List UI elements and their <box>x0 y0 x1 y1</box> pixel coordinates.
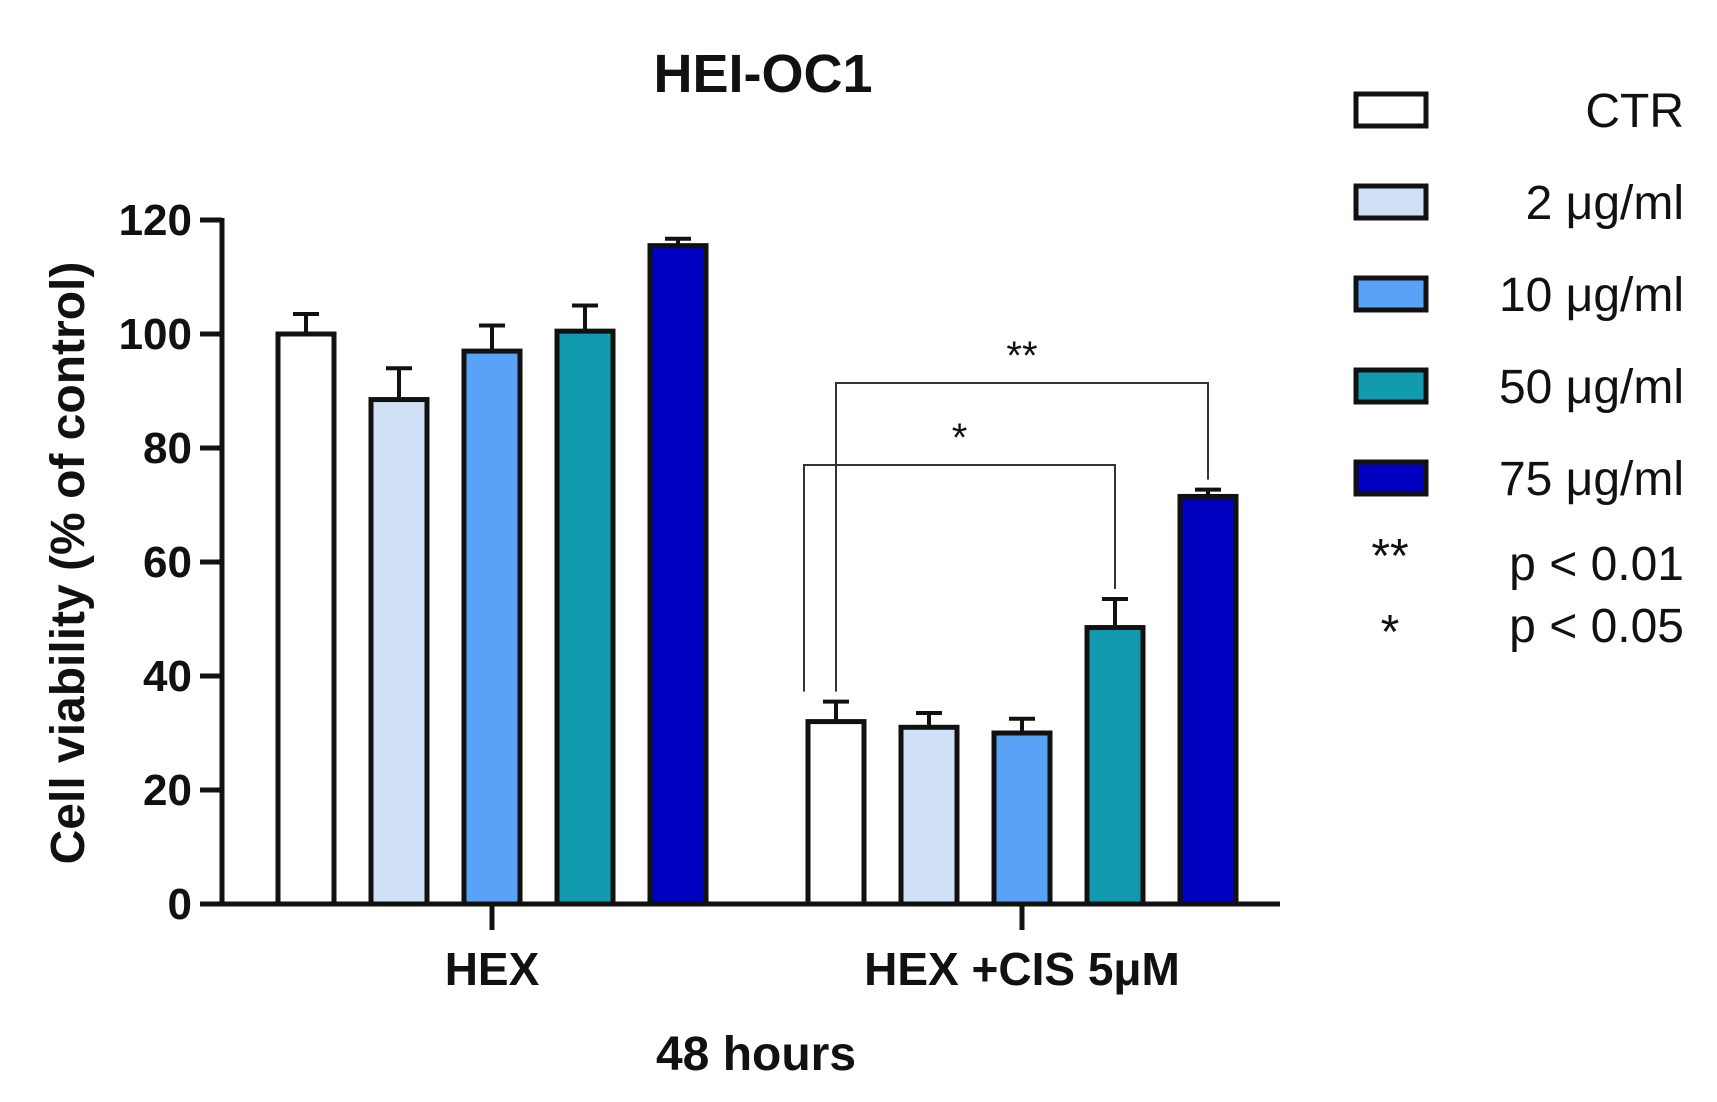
bar <box>647 243 709 907</box>
y-tick-label: 60 <box>143 538 192 587</box>
y-tick-label: 40 <box>143 652 192 701</box>
y-tick-label: 0 <box>168 880 192 929</box>
y-tick-label: 20 <box>143 766 192 815</box>
bar <box>368 397 430 907</box>
bar <box>898 724 960 907</box>
y-tick-label: 100 <box>119 310 192 359</box>
y-tick-label: 120 <box>119 196 192 245</box>
significance-marker: * <box>952 416 968 460</box>
significance-bracket <box>835 382 1209 692</box>
bar <box>554 328 616 907</box>
pvalue-symbol: * <box>1381 606 1400 659</box>
legend-label: 2 μg/ml <box>1526 177 1684 230</box>
legend: CTR 2 μg/ml 10 μg/ml 50 μg/ml 75 μg/ml ** p < … <box>1353 85 1684 659</box>
legend-swatch <box>1353 91 1429 129</box>
bar <box>991 730 1053 907</box>
legend-swatch <box>1353 183 1429 221</box>
y-axis-title: Cell viability (% of control) <box>42 262 95 865</box>
significance-marker: ** <box>1006 334 1037 378</box>
pvalue-text: p < 0.05 <box>1509 600 1684 653</box>
pvalue-symbol: ** <box>1371 530 1408 583</box>
bar <box>805 719 867 907</box>
bar <box>275 331 337 907</box>
legend-swatch <box>1353 459 1429 497</box>
bar <box>1084 625 1146 907</box>
chart-title: HEI-OC1 <box>653 44 872 104</box>
y-tick-label: 80 <box>143 424 192 473</box>
x-axis-title: 48 hours <box>656 1028 856 1081</box>
bar <box>1177 493 1239 907</box>
legend-swatch <box>1353 367 1429 405</box>
x-category-label: HEX <box>445 943 540 995</box>
legend-label: CTR <box>1585 85 1684 138</box>
pvalue-text: p < 0.01 <box>1509 538 1684 591</box>
legend-label: 75 μg/ml <box>1499 453 1684 506</box>
legend-label: 50 μg/ml <box>1499 361 1684 414</box>
significance-bracket <box>803 464 1116 692</box>
legend-swatch <box>1353 275 1429 313</box>
legend-label: 10 μg/ml <box>1499 269 1684 322</box>
bar <box>461 348 523 907</box>
x-category-label: HEX +CIS 5μM <box>864 943 1180 995</box>
